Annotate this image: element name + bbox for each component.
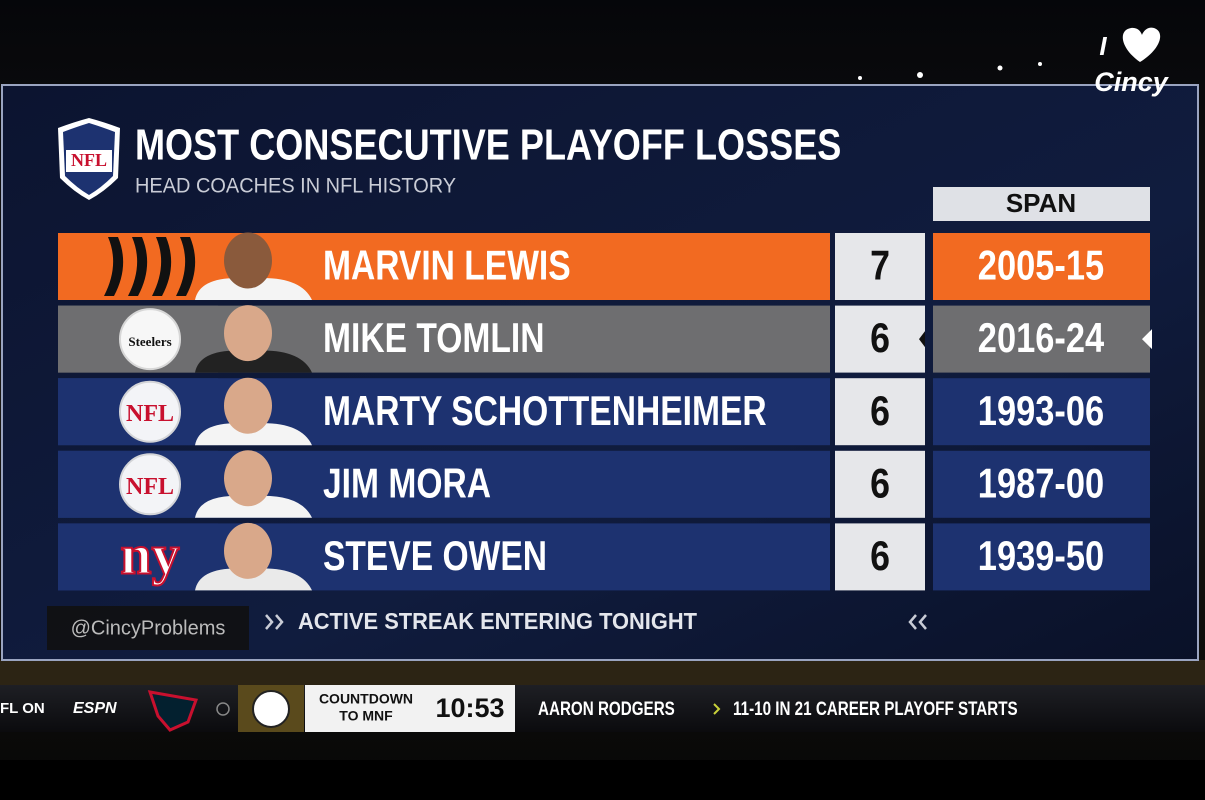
chevron — [918, 614, 927, 630]
title: MOST CONSECUTIVE PLAYOFF LOSSES — [135, 121, 841, 170]
note: ACTIVE STREAK ENTERING TONIGHT — [298, 608, 697, 634]
light — [997, 65, 1003, 71]
logo-panel — [58, 523, 218, 591]
countdown-box — [305, 685, 515, 732]
coach-head — [224, 305, 272, 362]
steelers-logo — [252, 690, 290, 728]
span-box — [933, 378, 1150, 446]
ticker-chevron — [713, 703, 721, 715]
losses-value: 6 — [870, 387, 890, 434]
ticker-espn: ESPN — [73, 700, 117, 717]
team-logo-bg — [119, 380, 181, 443]
coach-head — [224, 522, 272, 579]
losses-value: 6 — [870, 459, 890, 506]
span-box — [933, 523, 1150, 591]
span-value: 2016-24 — [978, 314, 1105, 361]
bengals-stripe — [128, 237, 148, 296]
losses-value: 6 — [870, 532, 890, 579]
coach-head — [224, 450, 272, 507]
light — [917, 72, 923, 78]
coach-name: MIKE TOMLIN — [323, 314, 545, 361]
team-logo-text: NFL — [126, 401, 174, 427]
versus-icon — [216, 702, 230, 716]
team-logo-text: NFL — [126, 474, 174, 500]
letterbox — [0, 760, 1205, 800]
span-box — [933, 233, 1150, 300]
coach-head — [224, 377, 272, 434]
bengals-stripe — [152, 237, 172, 296]
span-value: 2005-15 — [978, 242, 1104, 289]
nfl-shield: NFL — [58, 118, 120, 200]
coach-shoulders — [195, 350, 312, 373]
ticker-player: AARON RODGERS — [538, 699, 675, 720]
table-rows: MARVIN LEWIS 7 2005-15 Steelers MIKE TOMLIN 6… — [58, 232, 1152, 591]
losses-box — [835, 523, 925, 591]
coach-shoulders — [195, 568, 312, 591]
table-row: NFL JIM MORA 6 1987-00 — [58, 450, 1150, 518]
losses-value: 6 — [870, 314, 890, 361]
column-header: SPAN — [1006, 188, 1076, 218]
texans-logo — [147, 690, 199, 732]
coach-head — [224, 232, 272, 289]
ticker-network: FL ON — [0, 700, 45, 717]
bengals-stripe — [104, 237, 124, 296]
losses-value: 7 — [870, 242, 890, 289]
note-chevrons — [265, 614, 927, 630]
table-row: ny STEVE OWEN 6 1939-50 — [58, 522, 1150, 591]
active-marker — [919, 331, 925, 348]
countdown-line: COUNTDOWN — [319, 691, 413, 707]
brand-top: I — [1099, 31, 1107, 61]
team-logo-bg — [119, 453, 181, 516]
watermark: @CincyProblems — [71, 617, 226, 639]
table-row: NFL MARTY SCHOTTENHEIMER 6 1993-06 — [58, 377, 1150, 446]
coach-name: MARTY SCHOTTENHEIMER — [323, 387, 767, 434]
span-value: 1993-06 — [978, 387, 1104, 434]
column-header-box — [933, 187, 1150, 221]
team-logo-text: ny — [120, 525, 179, 587]
team-logo-text: Steelers — [128, 334, 171, 349]
ticker-bar — [0, 685, 1205, 732]
stands — [0, 660, 1205, 685]
table-row: Steelers MIKE TOMLIN 6 2016-24 — [58, 305, 1152, 373]
span-value: 1939-50 — [978, 532, 1104, 579]
shield-text: NFL — [71, 150, 107, 170]
brand-logo: I Cincy — [1094, 27, 1170, 97]
coach-shoulders — [195, 423, 312, 446]
light — [858, 76, 862, 80]
shield-band — [66, 150, 112, 172]
bengals-stripe — [176, 237, 196, 296]
watermark-box — [47, 606, 249, 650]
losses-box — [835, 305, 925, 373]
stadium-lights — [858, 62, 1042, 80]
subtitle: HEAD COACHES IN NFL HISTORY — [135, 175, 456, 198]
coach-name: STEVE OWEN — [323, 532, 547, 579]
team-logo-bg — [119, 308, 181, 371]
countdown-clock: 10:53 — [435, 693, 504, 723]
brand-heart — [1122, 27, 1161, 62]
losses-box — [835, 450, 925, 518]
losses-box — [835, 378, 925, 446]
chevron — [275, 614, 284, 630]
span-box — [933, 450, 1150, 518]
chevron — [908, 614, 917, 630]
ticker-stat: 11-10 IN 21 CAREER PLAYOFF STARTS — [733, 699, 1018, 720]
table-row: MARVIN LEWIS 7 2005-15 — [58, 232, 1150, 300]
losses-box — [835, 233, 925, 300]
countdown-line: TO MNF — [339, 708, 393, 724]
coach-shoulders — [195, 277, 312, 300]
light — [1038, 62, 1042, 66]
brand-bottom: Cincy — [1094, 67, 1170, 97]
coach-name: JIM MORA — [323, 459, 491, 506]
coach-name: MARVIN LEWIS — [323, 242, 571, 289]
active-marker — [1142, 329, 1152, 350]
chevron — [265, 614, 274, 630]
span-value: 1987-00 — [978, 459, 1104, 506]
coach-shoulders — [195, 495, 312, 518]
span-box — [933, 305, 1150, 373]
